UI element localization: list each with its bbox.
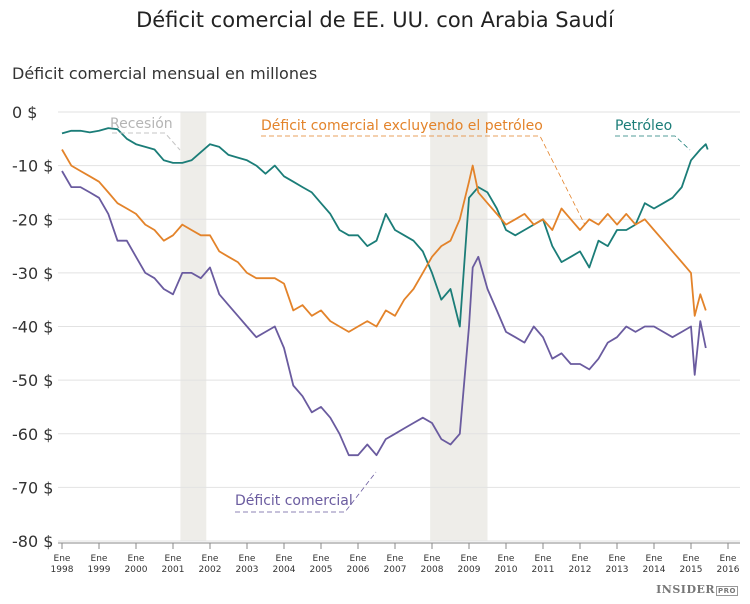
y-tick-label: -60 $ — [12, 425, 53, 444]
x-tick-label-month: Ene — [202, 554, 219, 564]
x-tick-label-year: 1998 — [51, 565, 74, 575]
y-tick-label: 0 $ — [12, 103, 37, 122]
y-tick-label: -10 $ — [12, 157, 53, 176]
x-tick-label-month: Ene — [535, 554, 552, 564]
x-tick-label-year: 1999 — [88, 565, 111, 575]
y-tick-label: -80 $ — [12, 532, 53, 551]
recession-label: Recesión — [110, 116, 173, 132]
chart-subtitle: Déficit comercial mensual en millones — [12, 64, 318, 83]
y-tick-label: -20 $ — [12, 210, 53, 229]
x-tick-label-year: 2000 — [125, 565, 148, 575]
x-tick-label-month: Ene — [165, 554, 182, 564]
series-line — [61, 170, 707, 457]
x-tick-label-month: Ene — [720, 554, 737, 564]
x-tick-label-month: Ene — [128, 554, 145, 564]
x-tick-label-year: 2012 — [569, 565, 592, 575]
x-tick-label-month: Ene — [572, 554, 589, 564]
chart-title: Déficit comercial de EE. UU. con Arabia … — [136, 8, 614, 32]
x-tick-label-year: 2011 — [532, 565, 555, 575]
legend-label-trade-deficit: Déficit comercial — [235, 493, 353, 509]
series-line — [61, 149, 707, 333]
x-tick-label-year: 2006 — [347, 565, 370, 575]
x-tick-label-month: Ene — [91, 554, 108, 564]
x-tick-label-year: 2008 — [421, 565, 444, 575]
x-tick-label-year: 2005 — [310, 565, 333, 575]
x-tick-label-month: Ene — [683, 554, 700, 564]
x-tick-label-year: 2015 — [680, 565, 703, 575]
x-tick-label-year: 2014 — [643, 565, 666, 575]
x-tick-label-year: 2004 — [273, 565, 296, 575]
x-tick-label-year: 2013 — [606, 565, 629, 575]
y-tick-label: -40 $ — [12, 318, 53, 337]
legend-label-non-oil: Déficit comercial excluyendo el petróleo — [261, 118, 543, 134]
insider-pro-logo: INSIDER PRO — [656, 583, 738, 596]
oil-leader — [615, 135, 691, 151]
x-tick-label-month: Ene — [609, 554, 626, 564]
x-tick-label-year: 2016 — [717, 565, 740, 575]
non-oil-leader — [261, 135, 586, 226]
legend-label-oil: Petróleo — [615, 118, 672, 134]
x-tick-label-year: 2002 — [199, 565, 222, 575]
x-tick-label-month: Ene — [350, 554, 367, 564]
x-tick-label-year: 2003 — [236, 565, 259, 575]
y-tick-label: -30 $ — [12, 264, 53, 283]
series-line — [61, 127, 709, 328]
x-tick-label-month: Ene — [276, 554, 293, 564]
x-tick-label-year: 2001 — [162, 565, 185, 575]
y-tick-label: -70 $ — [12, 478, 53, 497]
x-tick-label-month: Ene — [239, 554, 256, 564]
x-tick-label-month: Ene — [424, 554, 441, 564]
recession-leader — [112, 132, 181, 151]
x-tick-label-month: Ene — [54, 554, 71, 564]
x-tick-label-month: Ene — [646, 554, 663, 564]
x-tick-label-year: 2007 — [384, 565, 407, 575]
trade-deficit-leader — [235, 471, 377, 513]
y-tick-label: -50 $ — [12, 371, 53, 390]
x-tick-label-year: 2009 — [458, 565, 481, 575]
x-tick-label-year: 2010 — [495, 565, 518, 575]
x-tick-label-month: Ene — [387, 554, 404, 564]
x-tick-label-month: Ene — [313, 554, 330, 564]
x-tick-label-month: Ene — [461, 554, 478, 564]
x-tick-label-month: Ene — [498, 554, 515, 564]
